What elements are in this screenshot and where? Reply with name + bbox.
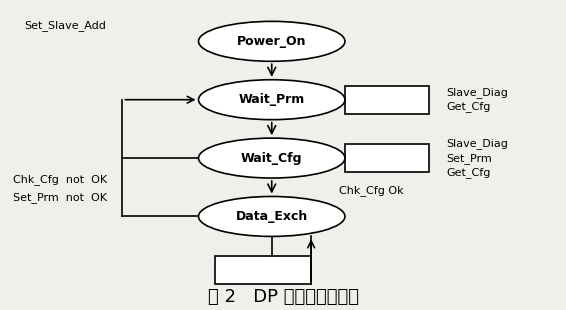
Text: Chk_Cfg  not  OK: Chk_Cfg not OK [12,174,107,185]
Ellipse shape [199,80,345,120]
Ellipse shape [199,138,345,178]
Text: 图 2   DP 状态从站状态机: 图 2 DP 状态从站状态机 [208,288,358,306]
Bar [345,144,430,172]
Text: Wait_Prm: Wait_Prm [239,93,305,106]
Text: Power_On: Power_On [237,35,306,48]
Text: Wait_Cfg: Wait_Cfg [241,152,302,165]
Text: Chk_Cfg Ok: Chk_Cfg Ok [340,185,404,196]
Text: Slave_Diag
Set_Prm
Get_Cfg: Slave_Diag Set_Prm Get_Cfg [447,139,508,178]
Text: Set_Prm  not  OK: Set_Prm not OK [12,193,106,203]
Text: Set_Slave_Add: Set_Slave_Add [24,20,106,31]
Text: Slave_Diag
Get_Cfg: Slave_Diag Get_Cfg [447,87,508,112]
Bar [345,86,430,113]
Text: Data_Exch: Data_Exch [235,210,308,223]
Bar [216,256,311,284]
Ellipse shape [199,197,345,237]
Ellipse shape [199,21,345,61]
